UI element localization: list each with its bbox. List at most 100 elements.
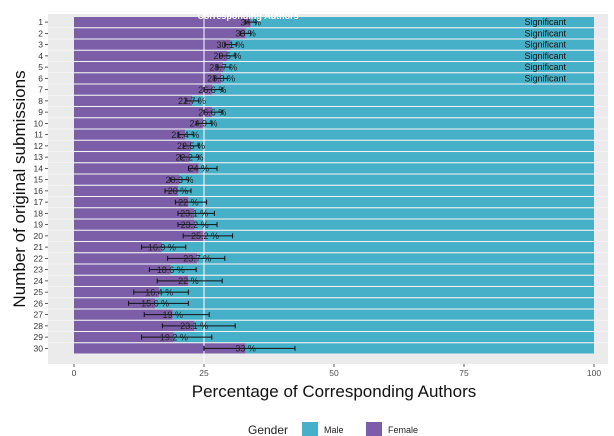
- data-label: 28.7 %: [209, 62, 237, 72]
- y-tick-label: 12: [34, 141, 44, 151]
- y-tick-label: 29: [34, 332, 44, 342]
- bar-female: [74, 152, 190, 163]
- data-label: 33 %: [235, 29, 256, 39]
- error-bars-group: [128, 19, 296, 351]
- x-tick-label: 50: [329, 368, 339, 378]
- y-tick-label: 6: [38, 73, 43, 83]
- y-tick-label: 11: [34, 130, 43, 140]
- y-tick-label: 27: [34, 310, 44, 320]
- data-label: 30.1 %: [217, 40, 245, 50]
- bar-male: [221, 73, 594, 84]
- bar-male: [192, 95, 595, 106]
- legend-swatch-female: [366, 422, 382, 436]
- y-tick-label: 2: [38, 28, 43, 38]
- y-tick-label: 14: [34, 163, 44, 173]
- bar-female: [74, 140, 191, 151]
- y-tick-label: 9: [38, 107, 43, 117]
- bar-female: [74, 242, 162, 253]
- bar-male: [194, 320, 594, 331]
- data-label: 20 %: [168, 186, 189, 196]
- y-tick-label: 26: [34, 298, 44, 308]
- bars-group: [74, 17, 595, 354]
- legend-label-male: Male: [324, 425, 344, 435]
- y-axis-title: Number of original submissions: [10, 70, 29, 307]
- bar-male: [159, 287, 594, 298]
- x-tick-label: 25: [199, 368, 209, 378]
- y-tick-label: 30: [34, 343, 44, 353]
- bar-female: [74, 219, 195, 230]
- legend-title: Gender: [248, 423, 288, 436]
- data-label: 19.2 %: [160, 332, 188, 342]
- data-label: 34 %: [241, 17, 262, 27]
- gridlines-group: [48, 14, 608, 364]
- data-label: 33 %: [235, 344, 256, 354]
- bar-male: [197, 253, 595, 264]
- chart-title: Corresponding Authors: [197, 11, 298, 21]
- y-tick-label: 10: [34, 118, 44, 128]
- y-tick-label: 3: [38, 40, 43, 50]
- y-tick-label: 7: [38, 85, 43, 95]
- x-tick-label: 100: [587, 368, 601, 378]
- data-label: 21.4 %: [171, 130, 199, 140]
- bar-male: [230, 39, 594, 50]
- data-label: 23.7 %: [183, 254, 211, 264]
- x-axis-title: Percentage of Corresponding Authors: [192, 382, 476, 401]
- bar-female: [74, 309, 173, 320]
- bar-male: [194, 208, 594, 219]
- bar-male: [198, 163, 595, 174]
- bar-female: [74, 129, 186, 140]
- significance-label: Significant: [524, 62, 566, 72]
- y-tick-label: 18: [34, 208, 44, 218]
- significance-label: Significant: [524, 40, 566, 50]
- bar-female: [74, 320, 195, 331]
- data-label: 16.4 %: [145, 287, 173, 297]
- data-label: 22.7 %: [178, 96, 206, 106]
- y-tick-label: 19: [34, 220, 44, 230]
- bar-male: [170, 264, 594, 275]
- legend-label-female: Female: [388, 425, 418, 435]
- data-label: 23.1 %: [180, 209, 208, 219]
- data-label: 23.2 %: [181, 220, 209, 230]
- legend-swatch-male: [302, 422, 318, 436]
- y-tick-label: 20: [34, 231, 44, 241]
- bar-female: [74, 107, 213, 118]
- bar-female: [74, 39, 231, 50]
- data-label: 22 %: [178, 197, 199, 207]
- bar-male: [223, 62, 595, 73]
- bar-female: [74, 197, 189, 208]
- bar-female: [74, 230, 206, 241]
- bar-female: [74, 95, 193, 106]
- data-label: 19 %: [163, 310, 184, 320]
- bar-female: [74, 62, 224, 73]
- significance-label: Significant: [524, 73, 566, 83]
- significance-label: Significant: [524, 51, 566, 61]
- data-label: 26.6 %: [198, 85, 226, 95]
- bar-female: [74, 343, 246, 354]
- bar-female: [74, 50, 228, 61]
- y-tick-label: 15: [34, 175, 44, 185]
- data-label: 15.6 %: [141, 299, 169, 309]
- bar-male: [194, 219, 594, 230]
- bar-female: [74, 185, 178, 196]
- significance-label: Significant: [524, 17, 566, 27]
- x-ticks-group: 0 25 50 75 100: [72, 364, 601, 378]
- bar-male: [212, 107, 594, 118]
- y-tick-label: 28: [34, 321, 44, 331]
- bar-male: [205, 230, 595, 241]
- y-tick-label: 23: [34, 265, 44, 275]
- y-tick-label: 22: [34, 253, 44, 263]
- bar-female: [74, 118, 204, 129]
- data-label: 18.6 %: [157, 265, 185, 275]
- bar-female: [74, 275, 189, 286]
- y-tick-label: 16: [34, 186, 44, 196]
- y-ticks-group: 1234567891011121314151617181920212223242…: [34, 17, 48, 353]
- bar-male: [155, 298, 594, 309]
- bar-male: [203, 118, 595, 129]
- y-tick-label: 17: [34, 197, 44, 207]
- bar-female: [74, 84, 213, 95]
- bar-female: [74, 332, 174, 343]
- y-tick-label: 13: [34, 152, 44, 162]
- bar-female: [74, 253, 198, 264]
- y-tick-label: 25: [34, 287, 44, 297]
- bar-female: [74, 174, 180, 185]
